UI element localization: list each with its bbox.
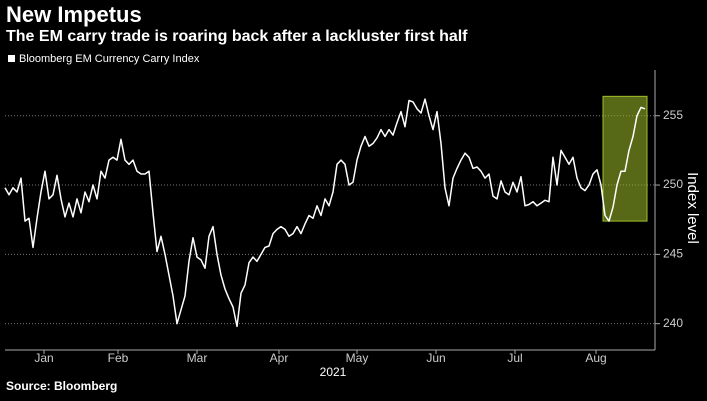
y-axis-label: Index level [684,172,701,244]
chart-subtitle: The EM carry trade is roaring back after… [6,28,468,45]
x-tick-label: Aug [585,351,606,365]
x-tick-label: Jun [426,351,445,365]
x-tick-label: Jul [507,351,522,365]
chart-title: New Impetus [6,2,142,27]
legend-swatch [8,55,15,62]
series-line [4,98,646,328]
x-tick-label: May [346,351,369,365]
legend-label: Bloomberg EM Currency Carry Index [19,53,200,65]
y-tick-label: 240 [663,316,683,330]
x-tick-label: Feb [108,351,129,365]
y-tick-label: 245 [663,247,683,261]
highlight-box [602,95,648,222]
x-tick-label: Mar [187,351,208,365]
y-tick-label: 255 [663,108,683,122]
x-axis-label: 2021 [320,365,347,379]
x-tick-label: Apr [270,351,289,365]
y-tick-label: 250 [663,177,683,191]
x-tick-label: Jan [34,351,53,365]
source: Source: Bloomberg [6,379,117,393]
